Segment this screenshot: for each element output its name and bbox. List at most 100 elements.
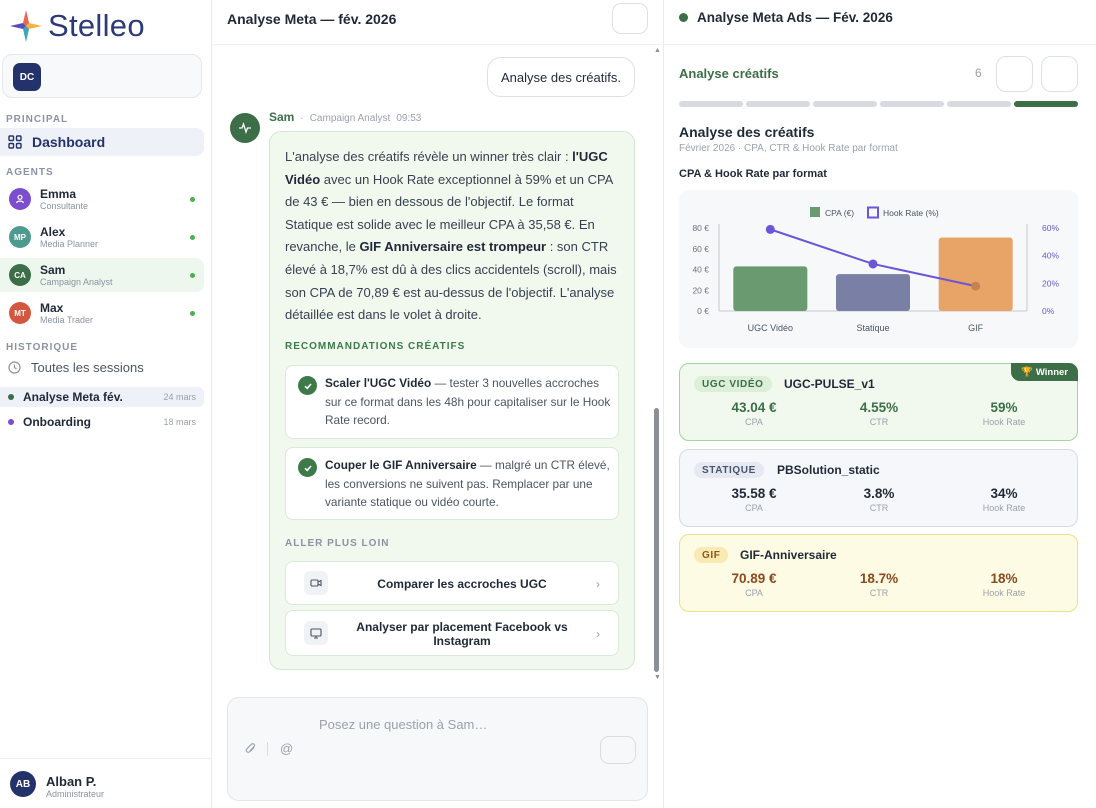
composer-placeholder: Posez une question à Sam…	[319, 717, 488, 732]
user-icon	[15, 194, 25, 204]
recommendation-card: Scaler l'UGC Vidéo — tester 3 nouvelles …	[285, 365, 619, 439]
all-sessions-link[interactable]: Toutes les sessions	[8, 360, 144, 375]
scrollbar-thumb[interactable]	[654, 408, 659, 672]
next-button[interactable]	[1041, 56, 1078, 92]
y-tick-label-right: 60%	[1042, 223, 1059, 233]
format-tag: UGC VIDÉO	[694, 376, 772, 392]
all-sessions-label: Toutes les sessions	[31, 360, 144, 375]
sidebar-agent-sam[interactable]: CA Sam Campaign Analyst	[0, 258, 204, 292]
legend-label-hook-rate: Hook Rate (%)	[883, 208, 939, 218]
composer-divider	[267, 742, 268, 756]
session-dot	[8, 394, 14, 400]
format-tag: GIF	[694, 547, 729, 563]
scroll-up-arrow-icon[interactable]: ▲	[654, 47, 661, 54]
chevron-right-icon: ›	[596, 577, 600, 591]
agent-name: Sam	[40, 262, 66, 277]
metric-cpa: 70.89 € CPA	[731, 571, 777, 598]
recommendation-text: Scaler l'UGC Vidéo — tester 3 nouvelles …	[325, 376, 611, 427]
activity-icon	[239, 121, 251, 135]
analysis-subtitle: Février 2026 · CPA, CTR & Hook Rate par …	[679, 143, 898, 154]
sidebar-agent-alex[interactable]: MP Alex Media Planner	[0, 220, 204, 254]
cpa-hook-rate-chart: 0 € 20 € 40 € 60 € 80 € 0% 20% 40% 60% UGC Vidéo S…	[692, 206, 1059, 333]
chat-header-action-button[interactable]	[612, 3, 648, 34]
user-message-bubble: Analyse des créatifs.	[487, 57, 635, 97]
mention-button[interactable]: @	[280, 741, 294, 756]
metric-hook-rate: 18% Hook Rate	[982, 571, 1026, 598]
check-icon	[298, 376, 317, 395]
sidebar-item-label: Dashboard	[32, 134, 106, 150]
session-item-analyse-meta[interactable]: Analyse Meta fév. 24 mars	[0, 387, 204, 407]
metric-hook-rate: 59% Hook Rate	[982, 400, 1026, 427]
y-tick-label-left: 60 €	[692, 244, 709, 254]
brand-name: Stelleo	[48, 8, 145, 43]
avatar: CA	[9, 264, 31, 286]
user-name: Alban P.	[46, 774, 97, 789]
hook-rate-point-1	[868, 259, 878, 269]
y-tick-label-left: 80 €	[692, 223, 709, 233]
sidebar-agent-max[interactable]: MT Max Media Trader	[0, 296, 204, 330]
legend-swatch-hook-rate	[867, 206, 879, 219]
agent-name: Alex	[40, 224, 66, 239]
creative-card-static[interactable]: STATIQUE PBSolution_static 35.58 € CPA 3.…	[679, 449, 1078, 527]
send-button[interactable]	[600, 736, 636, 764]
creative-card-ugc[interactable]: UGC VIDÉO UGC-PULSE_v1 🏆 Winner 43.04 € CP…	[679, 363, 1078, 441]
session-date: 18 mars	[163, 417, 196, 427]
trophy-icon: 🏆	[1021, 366, 1033, 378]
session-dot	[8, 419, 14, 425]
previous-button[interactable]	[996, 56, 1033, 92]
avatar	[9, 188, 31, 210]
progress-step-active	[1014, 101, 1078, 107]
video-icon	[304, 571, 328, 595]
message-composer[interactable]: Posez une question à Sam… @	[227, 697, 648, 801]
hook-rate-point-0	[765, 224, 775, 234]
analysis-title: Analyse des créatifs	[679, 124, 815, 140]
hook-rate-point-2	[971, 281, 981, 291]
session-item-onboarding[interactable]: Onboarding 18 mars	[0, 412, 204, 432]
agent-role: Campaign Analyst	[309, 113, 391, 124]
progress-step	[813, 101, 877, 107]
winner-label: Winner	[1035, 366, 1068, 378]
workspace-badge: DC	[13, 63, 41, 91]
creative-name: UGC-PULSE_v1	[784, 377, 875, 391]
panel-title: Analyse Meta Ads — Fév. 2026	[697, 10, 893, 25]
star-logo-icon	[10, 10, 42, 42]
scroll-down-arrow-icon[interactable]: ▼	[654, 674, 661, 681]
creative-card-gif[interactable]: GIF GIF-Anniversaire 70.89 € CPA 18.7% CTR…	[679, 534, 1078, 612]
x-tick-label: UGC Vidéo	[748, 323, 793, 333]
principal-section-label: PRINCIPAL	[6, 114, 69, 125]
chat-scrollbar[interactable]: ▲ ▼	[653, 47, 661, 684]
x-tick-label: GIF	[968, 323, 984, 333]
brand-logo[interactable]: Stelleo	[8, 8, 145, 44]
agent-message-text: L'analyse des créatifs révèle un winner …	[285, 149, 617, 323]
clock-icon	[8, 361, 21, 374]
bar-cpa-0	[733, 266, 808, 311]
bar-cpa-2	[938, 237, 1013, 311]
avatar: MT	[9, 302, 31, 324]
creative-name: PBSolution_static	[777, 463, 880, 477]
metric-cpa: 43.04 € CPA	[731, 400, 777, 427]
agent-avatar	[230, 113, 260, 143]
progress-step	[679, 101, 743, 107]
recommendations-label: RECOMMANDATIONS CRÉATIFS	[285, 341, 466, 352]
analysis-panel: Analyse Meta Ads — Fév. 2026 Analyse cré…	[664, 0, 1096, 808]
y-tick-label-right: 0%	[1042, 306, 1055, 316]
progress-step	[947, 101, 1011, 107]
action-compare-hooks-button[interactable]: Comparer les accroches UGC ›	[285, 561, 619, 605]
action-placement-analysis-button[interactable]: Analyser par placement Facebook vs Insta…	[285, 610, 619, 656]
panel-status-dot	[679, 13, 688, 22]
metric-cpa: 35.58 € CPA	[731, 486, 777, 513]
workspace-selector[interactable]: DC	[2, 54, 202, 98]
paperclip-icon[interactable]	[245, 742, 257, 755]
legend-label-cpa: CPA (€)	[825, 208, 854, 218]
message-meta: Sam · Campaign Analyst 09:53	[269, 110, 421, 124]
user-profile[interactable]: AB Alban P. Administrateur	[0, 758, 211, 808]
progress-step	[746, 101, 810, 107]
creative-name: GIF-Anniversaire	[740, 548, 837, 562]
step-progress	[679, 101, 1078, 107]
user-avatar: AB	[10, 771, 36, 797]
section-title: Analyse créatifs	[679, 66, 779, 81]
grid-icon	[8, 135, 22, 149]
metric-ctr: 4.55% CTR	[859, 400, 899, 427]
sidebar-agent-emma[interactable]: Emma Consultante	[0, 182, 204, 216]
sidebar-item-dashboard[interactable]: Dashboard	[0, 128, 204, 156]
